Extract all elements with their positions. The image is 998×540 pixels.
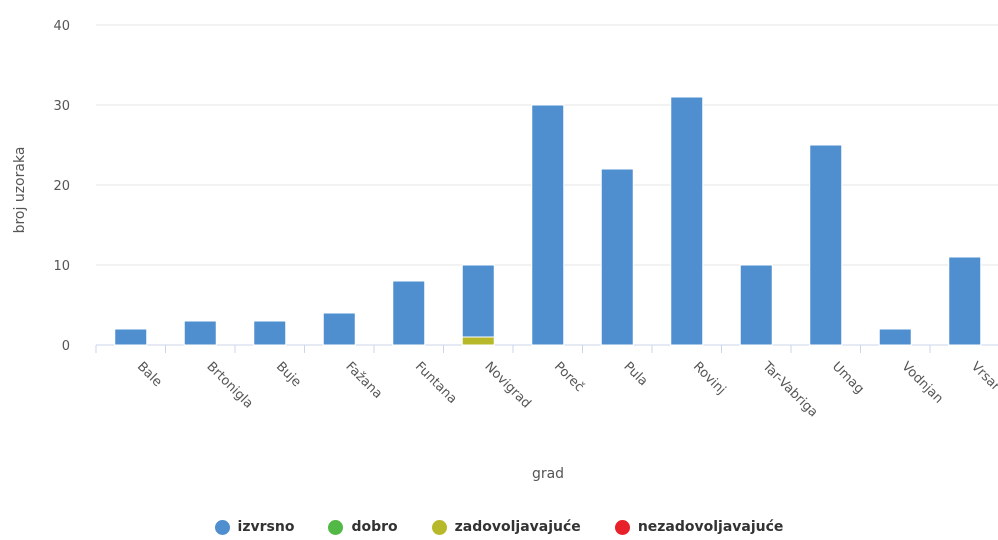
bar-izvrsno-Brtonigla[interactable] — [183, 320, 217, 346]
legend-item-zadovoljavajuće[interactable]: zadovoljavajuće — [431, 519, 581, 535]
bar-izvrsno-Funtana[interactable] — [392, 280, 426, 346]
legend-item-dobro[interactable]: dobro — [328, 519, 398, 535]
bar-chart: 0 10 20 30 40 Bale Brtonigla Buje Fažana Funtana… — [12, 19, 998, 482]
x-tick-label: Poreč — [551, 359, 587, 395]
x-axis — [95, 344, 998, 353]
bar-izvrsno-Bale[interactable] — [114, 328, 148, 346]
legend-label: nezadovoljavajuće — [637, 519, 784, 535]
bar-zadovoljavajuće-Novigrad[interactable] — [461, 336, 495, 346]
legend-marker-icon — [214, 519, 230, 535]
y-tick-label: 30 — [53, 99, 70, 114]
x-tick-label: Vodnjan — [898, 359, 945, 406]
x-tick-label: Brtonigla — [203, 359, 255, 411]
legend-item-nezadovoljavajuće[interactable]: nezadovoljavajuće — [614, 519, 784, 535]
y-tick-label: 40 — [53, 19, 70, 34]
bar-izvrsno-Novigrad[interactable] — [461, 264, 495, 338]
x-tick-label: Novigrad — [481, 359, 533, 411]
x-axis-title: grad — [532, 466, 564, 482]
y-tick-label: 20 — [53, 179, 70, 194]
bar-izvrsno-Tar-Vabriga[interactable] — [739, 264, 773, 346]
legend-item-izvrsno[interactable]: izvrsno — [214, 519, 295, 535]
x-tick-label: Tar-Vabriga — [759, 359, 821, 421]
x-tick-label: Pula — [620, 359, 650, 389]
x-tick-label: Umag — [829, 359, 867, 397]
y-tick-label: 0 — [62, 339, 70, 354]
x-tick-label: Fažana — [342, 359, 385, 402]
bar-izvrsno-Umag[interactable] — [809, 144, 843, 346]
bar-izvrsno-Rovinj[interactable] — [670, 96, 704, 346]
x-axis-tick-labels: Bale Brtonigla Buje Fažana Funtana Novigrad Po… — [134, 359, 998, 421]
legend-label: izvrsno — [237, 519, 295, 535]
legend-marker-icon — [328, 519, 344, 535]
bar-izvrsno-Pula[interactable] — [600, 168, 634, 346]
y-axis-title: broj uzoraka — [12, 147, 28, 234]
bars — [114, 96, 982, 346]
y-axis-ticks: 0 10 20 30 40 — [53, 19, 70, 354]
x-tick-label: Bale — [134, 359, 165, 390]
legend-label: zadovoljavajuće — [454, 519, 581, 535]
x-tick-label: Funtana — [412, 359, 460, 407]
x-tick-label: Buje — [273, 359, 304, 390]
bar-izvrsno-Buje[interactable] — [253, 320, 287, 346]
bar-izvrsno-Fažana[interactable] — [322, 312, 356, 346]
x-tick-label: Vrsar — [968, 359, 998, 394]
y-tick-label: 10 — [53, 259, 70, 274]
x-tick-label: Rovinj — [690, 359, 729, 398]
legend-marker-icon — [431, 519, 447, 535]
legend: izvrsno dobro zadovoljavajuće nezadovoljava… — [0, 519, 998, 535]
bar-izvrsno-Poreč[interactable] — [531, 104, 565, 346]
bar-izvrsno-Vrsar[interactable] — [948, 256, 982, 346]
bar-izvrsno-Vodnjan[interactable] — [878, 328, 912, 346]
legend-marker-icon — [614, 519, 630, 535]
legend-label: dobro — [351, 519, 398, 535]
